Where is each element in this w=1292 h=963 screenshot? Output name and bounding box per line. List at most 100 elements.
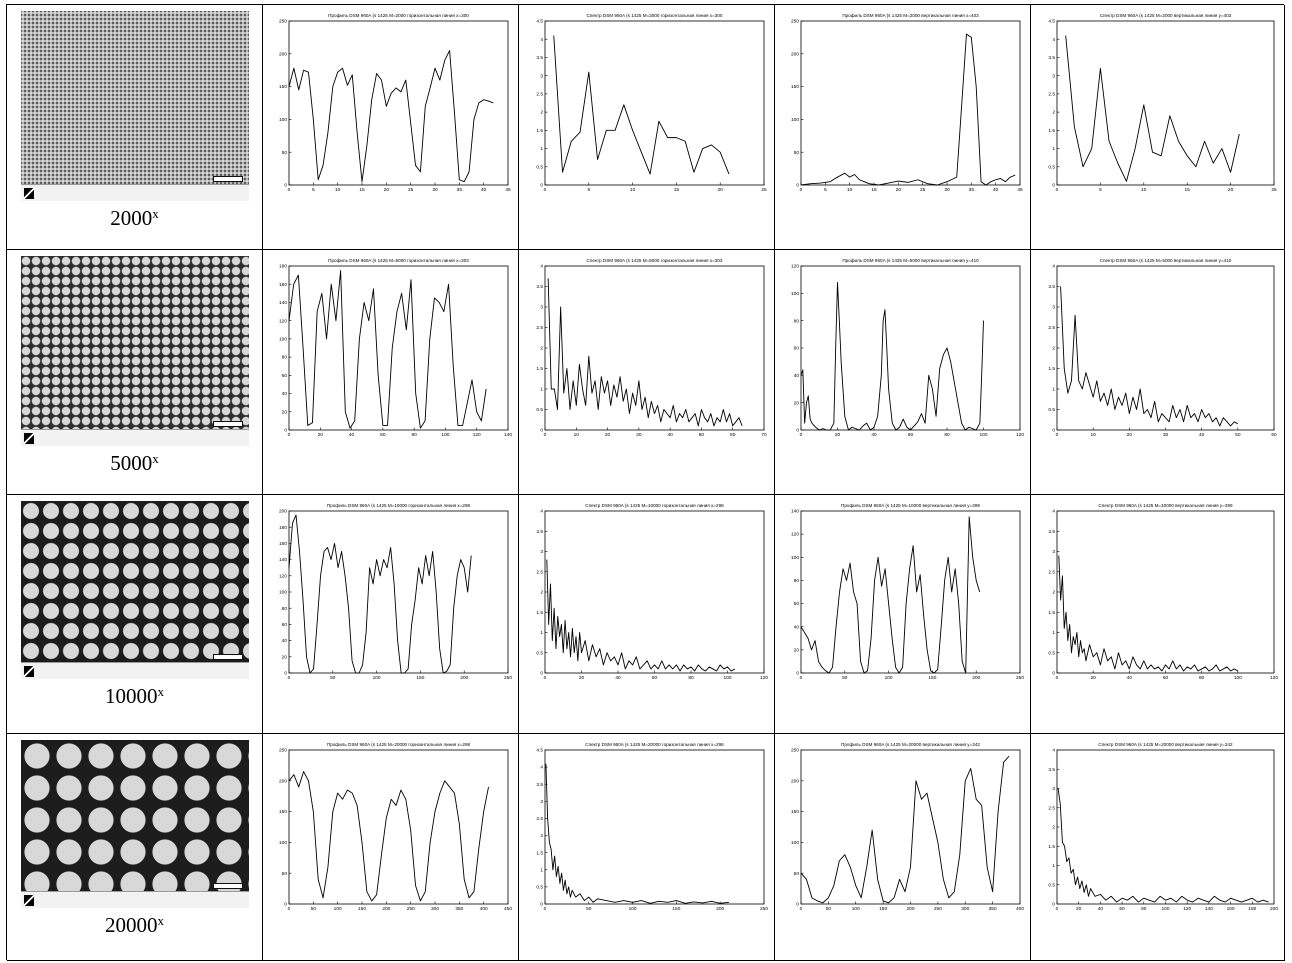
line-chart: Спектр DSM 960A (s 1425 M=20000 вертикал… — [1048, 742, 1278, 912]
x-tick-label: 0 — [800, 187, 803, 193]
x-tick-label: 15 — [1185, 187, 1191, 193]
y-tick-label: 140 — [279, 557, 287, 563]
y-tick-label: 40 — [794, 624, 800, 630]
x-tick-label: 250 — [407, 906, 415, 912]
chart-title: Спектр DSM 960A (s 1425 M=20000 горизонт… — [585, 742, 724, 747]
line-chart: Спектр DSM 960A (s 1425 M=2000 горизонта… — [536, 13, 767, 193]
plot-frame — [288, 749, 509, 905]
x-tick-label: 10 — [574, 432, 580, 438]
data-series-line — [546, 559, 736, 672]
x-tick-label: 30 — [432, 187, 438, 193]
x-tick-label: 60 — [380, 432, 386, 438]
x-tick-label: 40 — [481, 187, 487, 193]
x-tick-label: 40 — [1098, 906, 1104, 912]
x-tick-label: 0 — [1056, 675, 1059, 681]
x-tick-label: 20 — [1090, 675, 1096, 681]
y-tick-label: 4 — [540, 264, 543, 270]
x-tick-label: 100 — [1161, 906, 1169, 912]
y-tick-label: 250 — [791, 748, 799, 754]
magnification-label: 2000x — [110, 205, 159, 231]
x-tick-label: 0 — [1056, 432, 1059, 438]
sem-micrograph-image — [20, 11, 249, 201]
data-series-line — [288, 771, 489, 902]
data-series-line — [553, 35, 730, 175]
x-tick-label: 20 — [896, 187, 902, 193]
line-chart: Спектр DSM 960A (s 1425 M=5000 вертикаль… — [1048, 258, 1277, 438]
x-tick-label: 40 — [615, 675, 621, 681]
x-tick-label: 45 — [1017, 187, 1023, 193]
y-tick-label: 1 — [540, 146, 543, 152]
x-tick-label: 200 — [382, 906, 390, 912]
y-tick-label: 80 — [794, 578, 800, 584]
x-tick-label: 20 — [318, 432, 324, 438]
y-tick-label: 20 — [794, 400, 800, 406]
y-tick-label: 0.5 — [1048, 650, 1055, 656]
x-tick-label: 400 — [480, 906, 488, 912]
y-tick-label: 60 — [282, 373, 288, 379]
data-series-line — [545, 763, 730, 904]
x-tick-label: 20 — [1228, 187, 1234, 193]
chart-title: Спектр DSM 960A (s 1425 M=5000 вертикаль… — [1100, 258, 1232, 263]
y-tick-label: 1 — [540, 867, 543, 873]
y-tick-label: 200 — [791, 778, 799, 784]
line-chart: Профиль DSM 960A (s 1425 M=10000 вертика… — [791, 503, 1024, 681]
sem-image-cell: 2000x — [7, 5, 263, 250]
plot-cell: Спектр DSM 960A (s 1425 M=5000 вертикаль… — [1031, 250, 1285, 495]
x-tick-label: 70 — [761, 432, 767, 438]
data-series-line — [800, 281, 984, 431]
chart-title: Профиль DSM 960A (s 1425 M=5000 вертикал… — [842, 258, 979, 263]
x-tick-label: 200 — [716, 906, 724, 912]
x-tick-label: 20 — [579, 675, 585, 681]
sem-micrograph-image — [20, 740, 249, 908]
x-tick-label: 40 — [1199, 432, 1205, 438]
plot-cell: Профиль DSM 960A (s 1425 M=20000 вертика… — [775, 734, 1031, 961]
chart-title: Профиль DSM 960A (s 1425 M=10000 вертика… — [841, 503, 980, 508]
x-tick-label: 250 — [504, 675, 512, 681]
magnification-suffix: x — [157, 913, 165, 928]
y-tick-label: 0 — [796, 183, 799, 189]
y-tick-label: 3.5 — [1048, 767, 1055, 773]
y-tick-label: 1.5 — [1048, 366, 1055, 372]
sem-info-bar — [20, 662, 249, 679]
y-tick-label: 3 — [1052, 786, 1055, 792]
x-tick-label: 60 — [1119, 906, 1125, 912]
plot-cell: Спектр DSM 960A (s 1425 M=2000 горизонта… — [519, 5, 775, 250]
x-tick-label: 0 — [288, 187, 291, 193]
y-tick-label: 80 — [282, 606, 288, 612]
plot-frame — [1056, 510, 1275, 674]
y-tick-label: 2.5 — [536, 91, 543, 97]
y-tick-label: 1.5 — [536, 610, 543, 616]
scale-bar — [212, 654, 243, 660]
x-tick-label: 5 — [1099, 187, 1102, 193]
x-tick-label: 0 — [800, 906, 803, 912]
y-tick-label: 3 — [1052, 73, 1055, 79]
y-tick-label: 3 — [1052, 549, 1055, 555]
y-tick-label: 1 — [540, 630, 543, 636]
plot-frame — [544, 749, 765, 905]
magnification-value: 5000 — [110, 451, 153, 475]
x-tick-label: 300 — [961, 906, 969, 912]
y-tick-label: 100 — [279, 840, 287, 846]
x-tick-label: 0 — [544, 187, 547, 193]
x-tick-label: 40 — [667, 432, 673, 438]
chart-title: Спектр DSM 960A (s 1425 M=5000 горизонта… — [587, 258, 723, 263]
x-tick-label: 0 — [288, 906, 291, 912]
x-tick-label: 100 — [373, 675, 381, 681]
microscope-logo-icon — [23, 666, 34, 677]
y-tick-label: 1.5 — [1048, 610, 1055, 616]
x-tick-label: 5 — [824, 187, 827, 193]
y-tick-label: 0 — [540, 902, 543, 908]
y-tick-label: 2 — [1052, 110, 1055, 116]
y-tick-label: 250 — [279, 19, 287, 25]
y-tick-label: 80 — [794, 318, 800, 324]
y-tick-label: 2.5 — [536, 816, 543, 822]
chart-title: Профиль DSM 960A (s 1425 M=20000 горизон… — [327, 742, 471, 747]
plot-frame — [800, 20, 1021, 186]
magnification-value: 20000 — [105, 913, 158, 937]
sem-micrograph-image — [20, 501, 249, 679]
chart-title: Профиль DSM 960A (s 1425 M=10000 горизон… — [327, 503, 471, 508]
plot-frame — [288, 20, 509, 186]
y-tick-label: 250 — [791, 19, 799, 25]
y-tick-label: 2.5 — [1048, 325, 1055, 331]
chart-title: Профиль DSM 960A (s 1425 M=2000 горизонт… — [328, 13, 469, 18]
